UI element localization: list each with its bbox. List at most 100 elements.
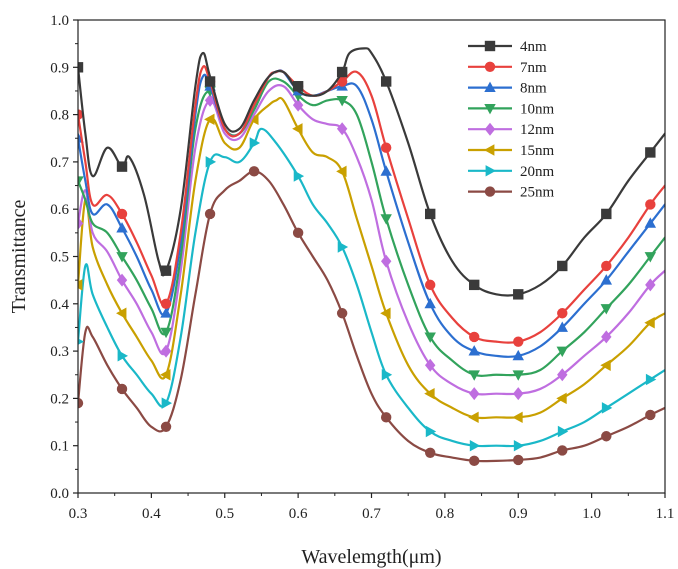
- data-point-15nm: [556, 392, 567, 405]
- y-tick-label: 0.6: [50, 202, 69, 218]
- series-line-15nm: [78, 96, 665, 420]
- data-point-7nm: [116, 208, 128, 220]
- data-point-25nm: [557, 445, 568, 456]
- data-point-15nm: [248, 113, 259, 126]
- legend-entry-25nm: 25nm: [468, 185, 555, 201]
- data-point-4nm: [601, 208, 612, 220]
- y-tick-label: 0.8: [50, 108, 69, 124]
- data-point-4nm: [645, 147, 656, 158]
- data-point-7nm: [645, 199, 656, 210]
- data-point-12nm: [557, 368, 568, 382]
- data-point-12nm: [336, 122, 348, 136]
- x-axis-title: Wavelemgth(μm): [301, 546, 441, 568]
- data-point-15nm: [204, 113, 215, 126]
- data-point-10nm: [424, 332, 436, 343]
- legend-label: 4nm: [520, 39, 547, 55]
- plot-area: [78, 47, 665, 467]
- data-point-20nm: [337, 241, 349, 253]
- legend-label: 25nm: [520, 185, 555, 201]
- data-point-12nm: [601, 330, 612, 344]
- legend-marker: [484, 40, 496, 52]
- data-point-8nm: [600, 274, 613, 285]
- data-point-20nm: [601, 402, 613, 414]
- data-point-25nm: [336, 308, 348, 319]
- data-point-20nm: [425, 425, 437, 438]
- data-point-10nm: [78, 176, 84, 187]
- series-25nm: [78, 166, 665, 467]
- data-point-25nm: [292, 227, 304, 239]
- y-tick-label: 0.1: [50, 439, 69, 455]
- data-point-20nm: [381, 369, 393, 381]
- y-tick-label: 0.2: [50, 391, 69, 407]
- data-point-20nm: [513, 439, 525, 452]
- data-point-4nm: [78, 62, 84, 73]
- y-tick-label: 1.0: [50, 13, 69, 29]
- data-point-7nm: [513, 336, 524, 347]
- legend-entry-15nm: 15nm: [468, 143, 555, 159]
- data-point-12nm: [160, 344, 172, 358]
- data-point-4nm: [336, 66, 348, 78]
- series-7nm: [78, 65, 665, 347]
- data-point-7nm: [380, 142, 392, 153]
- data-point-10nm: [160, 327, 172, 339]
- data-point-4nm: [204, 76, 216, 87]
- data-point-20nm: [161, 397, 173, 409]
- data-point-15nm: [424, 387, 435, 400]
- data-point-15nm: [600, 359, 611, 372]
- data-point-12nm: [645, 278, 656, 292]
- data-point-7nm: [425, 279, 436, 291]
- legend-marker: [484, 61, 496, 72]
- legend-entry-10nm: 10nm: [468, 101, 555, 117]
- data-point-12nm: [116, 273, 128, 287]
- x-tick-label: 0.3: [69, 506, 88, 522]
- legend-label: 12nm: [520, 122, 555, 138]
- legend-entry-8nm: 8nm: [468, 81, 547, 97]
- y-tick-label: 0.9: [50, 60, 69, 76]
- y-axis-title: Transmittance: [8, 200, 30, 314]
- data-point-7nm: [557, 308, 568, 319]
- data-point-10nm: [380, 214, 392, 225]
- data-point-10nm: [600, 304, 613, 315]
- data-point-20nm: [205, 156, 217, 168]
- data-point-4nm: [557, 260, 568, 272]
- y-tick-label: 0.7: [50, 155, 69, 171]
- legend-entry-20nm: 20nm: [468, 164, 555, 180]
- data-point-4nm: [292, 81, 304, 92]
- data-point-4nm: [116, 161, 128, 172]
- data-point-20nm: [557, 425, 569, 438]
- x-tick-label: 0.8: [436, 506, 455, 522]
- data-point-15nm: [468, 411, 479, 424]
- series-8nm: [78, 69, 665, 361]
- data-point-25nm: [248, 166, 260, 177]
- data-point-4nm: [160, 265, 172, 276]
- legend: 4nm 7nm 8nm 10nm 12nm 15nm 20nm 25nm: [468, 39, 555, 201]
- series-20nm: [78, 127, 665, 452]
- data-point-25nm: [380, 412, 392, 423]
- data-point-4nm: [425, 208, 436, 220]
- series-line-12nm: [78, 84, 665, 396]
- data-point-25nm: [601, 431, 612, 442]
- x-tick-label: 0.6: [289, 506, 308, 522]
- data-point-20nm: [78, 338, 84, 345]
- series-line-25nm: [78, 170, 665, 463]
- legend-marker: [484, 144, 495, 156]
- data-point-7nm: [469, 331, 480, 343]
- legend-entry-12nm: 12nm: [468, 122, 555, 138]
- data-point-20nm: [117, 350, 129, 362]
- data-point-12nm: [380, 254, 392, 268]
- data-point-15nm: [292, 123, 303, 135]
- data-point-12nm: [78, 216, 84, 230]
- x-tick-label: 0.4: [142, 506, 161, 522]
- legend-entry-7nm: 7nm: [468, 60, 547, 76]
- data-point-15nm: [512, 411, 523, 424]
- legend-label: 20nm: [520, 164, 555, 180]
- data-point-15nm: [160, 369, 171, 381]
- data-point-8nm: [512, 349, 524, 361]
- data-point-8nm: [380, 165, 392, 176]
- data-point-4nm: [380, 76, 392, 87]
- data-point-8nm: [160, 307, 172, 318]
- data-point-4nm: [469, 279, 480, 291]
- data-point-10nm: [336, 95, 348, 107]
- legend-marker: [484, 103, 496, 115]
- data-point-20nm: [645, 373, 657, 386]
